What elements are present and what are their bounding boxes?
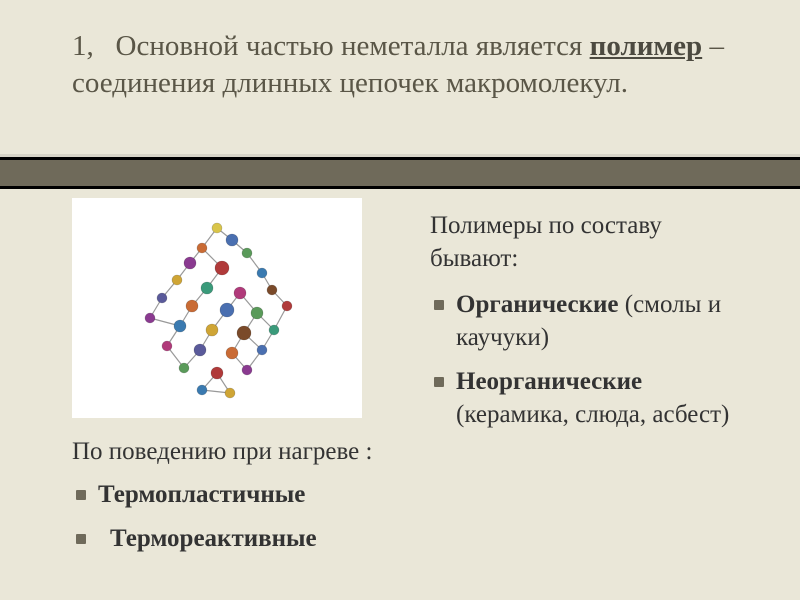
list-item: Органические (смолы и каучуки) <box>430 289 752 354</box>
right-item-1-detail: (керамика, слюда, асбест) <box>456 401 729 428</box>
left-column: По поведению при нагреве : Термопластичн… <box>72 198 402 568</box>
left-list: Термопластичные Термореактивные <box>72 479 402 556</box>
left-item-1: Термореактивные <box>110 525 317 552</box>
accent-band <box>0 160 800 186</box>
title-part1: Основной частью неметалла является <box>116 30 583 62</box>
slide-title: 1, Основной частью неметалла является по… <box>72 28 752 102</box>
title-number: 1, <box>72 30 94 62</box>
left-item-0: Термопластичные <box>98 481 305 508</box>
left-lead: По поведению при нагреве : <box>72 436 402 469</box>
list-item: Неорганические (керамика, слюда, асбест) <box>430 366 752 431</box>
list-item: Термопластичные <box>72 479 402 512</box>
right-item-1-name: Неорганические <box>456 368 642 395</box>
right-item-0-name: Органические <box>456 291 619 318</box>
slide: 1, Основной частью неметалла является по… <box>0 0 800 600</box>
title-keyword: полимер <box>590 30 703 62</box>
right-column: Полимеры по составу бывают: Органические… <box>430 198 752 568</box>
molecule-image <box>72 198 362 418</box>
list-item: Термореактивные <box>72 523 402 556</box>
right-list: Органические (смолы и каучуки) Неорганич… <box>430 289 752 431</box>
molecule-svg <box>72 198 362 418</box>
body-columns: По поведению при нагреве : Термопластичн… <box>72 198 752 568</box>
right-intro: Полимеры по составу бывают: <box>430 210 752 275</box>
